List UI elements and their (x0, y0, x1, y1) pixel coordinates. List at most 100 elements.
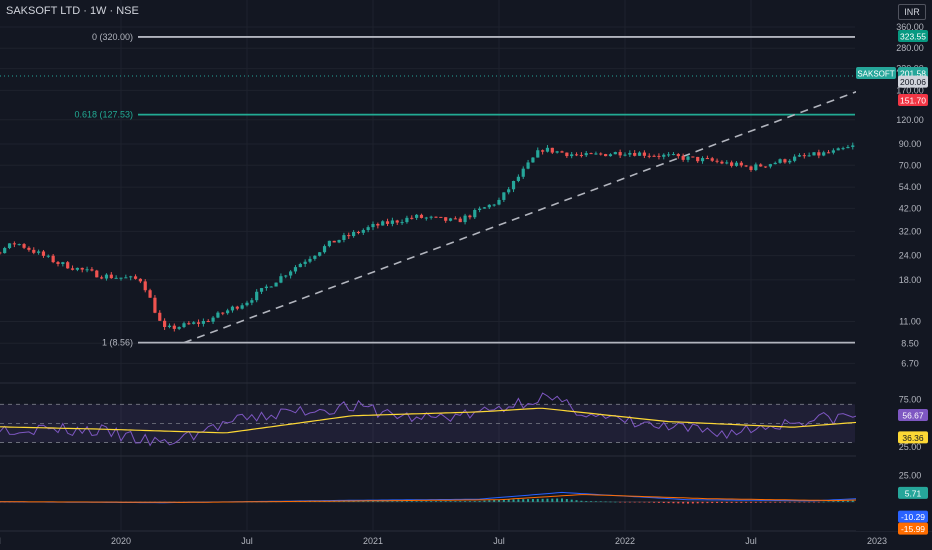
candle (797, 153, 802, 157)
macd-histogram-bar (832, 501, 835, 502)
candle (100, 275, 104, 280)
candle-body (686, 156, 690, 160)
candle-body (0, 252, 2, 254)
candle (206, 319, 210, 323)
y-tick-label: 8.50 (901, 338, 919, 348)
candle-body (502, 192, 506, 200)
candle-body (119, 277, 123, 279)
candle-body (434, 216, 438, 218)
candle (46, 254, 50, 258)
candle-body (264, 286, 268, 289)
macd-histogram-bar (493, 499, 496, 502)
candle-body (691, 156, 695, 158)
macd-histogram-bar (473, 501, 476, 502)
candle (32, 247, 36, 255)
candle-body (797, 155, 802, 157)
candle-body (187, 323, 191, 325)
macd-histogram-bar (522, 499, 525, 502)
candle-body (802, 155, 806, 157)
candle (322, 244, 327, 254)
candle (730, 160, 734, 168)
candle (27, 246, 31, 252)
macd-histogram-bar (609, 501, 612, 503)
candle (715, 158, 719, 164)
macd-histogram-bar (662, 501, 665, 503)
macd-histogram-bar (619, 501, 622, 503)
x-tick-label: 2020 (111, 536, 131, 546)
candle (826, 150, 831, 154)
macd-histogram-bar (372, 501, 374, 502)
candle-body (289, 271, 293, 276)
candle (623, 152, 627, 157)
candle-body (720, 161, 724, 164)
candle-body (158, 312, 162, 321)
candle (424, 216, 428, 221)
macd-histogram-bar (565, 499, 568, 502)
candle-body (705, 158, 709, 160)
macd-histogram-bar (575, 500, 578, 502)
candle-body (463, 215, 467, 223)
candle-body (778, 159, 782, 163)
macd-histogram-bar (633, 501, 636, 503)
candle (167, 323, 172, 329)
candle-body (313, 255, 317, 259)
candle (172, 323, 176, 332)
macd-histogram-bar (478, 501, 481, 502)
candle-body (613, 152, 617, 155)
candle (478, 206, 482, 213)
macd-histogram-bar (599, 501, 602, 503)
candle-body (715, 160, 719, 162)
candle-body (133, 276, 138, 279)
macd-histogram-bar (498, 499, 500, 502)
macd-histogram-bar (367, 501, 370, 502)
candle-body (768, 164, 772, 167)
candle-body (637, 152, 642, 156)
candle-body (851, 145, 855, 147)
candle (235, 305, 239, 311)
x-tick-label: Jul (0, 536, 1, 546)
price-label-stop-bg (898, 93, 928, 106)
candle-body (405, 217, 409, 223)
rsi-tick-label: 25.00 (899, 442, 922, 452)
macd-histogram-bar (444, 501, 447, 502)
macd-histogram-bar (551, 498, 554, 502)
candle-body (410, 217, 414, 219)
candle (376, 222, 380, 229)
candle-body (487, 204, 491, 208)
candle (400, 219, 404, 225)
price-label-entry: 200.06 (898, 75, 928, 88)
candle (584, 151, 588, 157)
candle (17, 243, 21, 246)
candle (390, 217, 394, 227)
x-tick-label: 2021 (363, 536, 383, 546)
macd-hist-label: 5.71 (898, 486, 928, 499)
candle (313, 255, 317, 261)
currency-button[interactable]: INR (898, 4, 926, 20)
candle-body (453, 218, 457, 220)
candle-body (671, 154, 676, 156)
candle (802, 153, 806, 159)
candle (662, 153, 666, 160)
candle-body (143, 281, 147, 291)
macd-histogram-bar (347, 501, 350, 502)
macd-histogram-bar (435, 501, 437, 502)
candle (608, 153, 613, 157)
candle-body (201, 321, 205, 324)
candle-body (759, 164, 763, 167)
candle (439, 216, 443, 218)
candle-body (541, 150, 545, 152)
macd-histogram-bar (430, 501, 433, 502)
macd-histogram-bar (362, 501, 365, 502)
macd-histogram-bar (827, 501, 830, 503)
candle (7, 243, 12, 250)
candle-body (628, 152, 632, 155)
candle (473, 208, 477, 220)
macd-histogram-bar (590, 501, 593, 502)
candle (361, 228, 365, 235)
candle-body (37, 251, 41, 253)
fib-label: 0.618 (127.53) (74, 110, 133, 120)
candle-body (279, 276, 283, 283)
candle (415, 214, 419, 220)
macd-histogram-bar (725, 501, 728, 503)
